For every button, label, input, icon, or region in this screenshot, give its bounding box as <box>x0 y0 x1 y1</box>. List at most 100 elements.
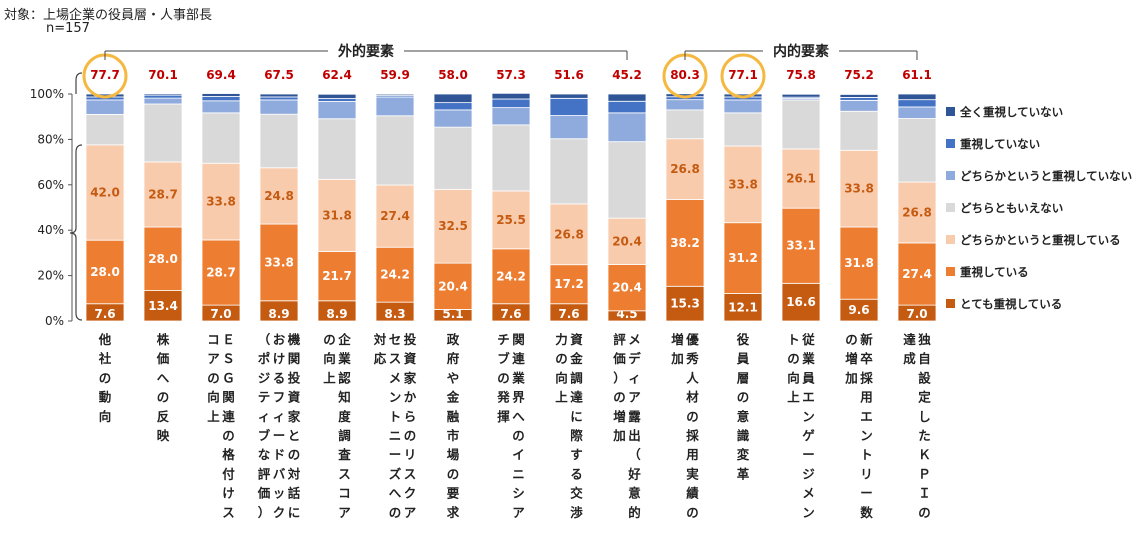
category-label-char: ト <box>787 332 800 347</box>
category-label-char: へ <box>512 409 525 424</box>
category-label-char: 資 <box>288 390 301 405</box>
y-tick-label: 60% <box>37 178 64 192</box>
data-label: 12.1 <box>728 300 758 314</box>
bar-segment <box>665 285 705 322</box>
total-label: 70.1 <box>148 68 178 82</box>
bar-segment <box>897 118 937 183</box>
category-label-char: に <box>288 505 301 520</box>
category-label-char: フ <box>273 390 286 405</box>
bar-segment <box>723 293 763 322</box>
category-label-char: ） <box>258 505 271 520</box>
data-label: 33.8 <box>206 195 236 209</box>
category-label-char: の <box>686 505 699 520</box>
total-label: 69.4 <box>206 68 236 82</box>
category-label-char: 政 <box>447 332 460 347</box>
category-label-char: 査 <box>337 447 351 462</box>
bar-segment <box>723 145 763 224</box>
category-label-char: の <box>157 390 170 405</box>
category-label-char: 達 <box>570 390 583 405</box>
category-label-char: 関 <box>512 332 525 347</box>
category-label-char: 家 <box>288 409 301 424</box>
data-label: 5.1 <box>442 307 463 321</box>
category-label-char: 意 <box>737 409 750 424</box>
data-label: 7.6 <box>500 307 521 321</box>
category-label-char: ー <box>860 486 873 501</box>
category-label-char: 業 <box>511 370 525 385</box>
category-label-char: 用 <box>685 447 699 462</box>
category-label-char: 価 <box>257 486 271 501</box>
category-label-char: の <box>737 390 750 405</box>
group-label: 外的要素 <box>338 43 394 60</box>
category-label-char: 場 <box>447 447 460 462</box>
category-label-char: ブ <box>497 351 510 366</box>
category-label-char: （ <box>258 332 271 347</box>
category-label-char: 関 <box>288 351 301 366</box>
bar-segment <box>201 112 241 164</box>
category-label-char: 人 <box>686 370 699 385</box>
data-label: 31.8 <box>844 256 874 270</box>
data-label: 26.8 <box>670 162 700 176</box>
category-label-char: 融 <box>447 409 460 424</box>
category-label-char: 増 <box>671 332 684 347</box>
category-label-char: イ <box>512 447 525 462</box>
category-label-char: ー <box>389 447 402 462</box>
legend-swatch <box>946 203 955 212</box>
bar-segment <box>549 97 589 116</box>
category-label-char: 優 <box>685 332 699 347</box>
bar-segment <box>607 100 647 114</box>
category-label-char: 調 <box>338 428 351 443</box>
bar-segment <box>375 93 415 96</box>
data-label: 42.0 <box>90 186 120 200</box>
legend-label: どちらかというと重視している <box>960 233 1121 247</box>
category-label-char: 機 <box>288 332 301 347</box>
bar-segment <box>897 181 937 244</box>
category-label-char: ン <box>389 390 402 405</box>
bar-segment <box>201 93 241 97</box>
category-label-char: 層 <box>737 370 750 385</box>
category-label-char: 渉 <box>570 505 583 520</box>
category-label-char: ジ <box>258 370 271 385</box>
category-label-char: 対 <box>287 466 301 481</box>
category-label-char: 連 <box>512 351 525 366</box>
category-label-char: の <box>99 370 112 385</box>
category-label-char: ン <box>802 505 815 520</box>
category-label-char: の <box>512 428 525 443</box>
category-label-char: 出 <box>628 428 641 443</box>
category-label-char: け <box>273 351 286 366</box>
bar-segment <box>607 112 647 143</box>
category-label-char: エ <box>802 390 815 405</box>
category-label-char: 向 <box>787 370 800 385</box>
top-bracket <box>75 72 83 94</box>
bar-segment <box>259 96 299 101</box>
category-label-char: 員 <box>801 370 815 385</box>
sample-size: n=157 <box>46 21 90 36</box>
category-label-char: エ <box>860 409 873 424</box>
category-label-char: ） <box>613 370 626 385</box>
bar-segment <box>781 93 821 98</box>
category-label-char: 用 <box>859 390 873 405</box>
category-label-char: 反 <box>157 409 170 424</box>
category-label-char: の <box>686 409 699 424</box>
category-label-char: ッ <box>273 486 286 501</box>
total-label: 62.4 <box>322 68 352 82</box>
category-label-char: コ <box>207 332 220 347</box>
category-label-char: ゲ <box>802 428 815 443</box>
total-label: 80.3 <box>670 68 700 82</box>
category-label-char: ア <box>207 351 220 366</box>
category-label-char: ィ <box>628 370 641 385</box>
category-label-char: 他 <box>98 332 112 347</box>
bar-segment <box>723 112 763 147</box>
category-label-char: ア <box>628 390 641 405</box>
category-label-char: 調 <box>570 370 583 385</box>
bar-segment <box>317 98 357 102</box>
category-label-char: 材 <box>685 390 699 405</box>
category-label-char: 的 <box>628 505 641 520</box>
bar-segment <box>433 109 473 128</box>
data-label: 7.0 <box>210 307 231 321</box>
category-label-char: の <box>497 370 510 385</box>
category-label-char: 際 <box>570 428 583 443</box>
legend-label: 全く重視していない <box>959 105 1063 119</box>
category-label-char: た <box>918 428 931 443</box>
category-label-char: ア <box>338 505 351 520</box>
category-label-char: 話 <box>288 486 301 501</box>
